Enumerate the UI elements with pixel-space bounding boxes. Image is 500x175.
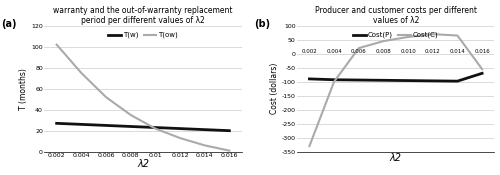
Legend: Cost(P), Cost(C): Cost(P), Cost(C): [350, 29, 441, 41]
Text: 0.006: 0.006: [351, 49, 366, 54]
Text: 0.014: 0.014: [450, 49, 466, 54]
Text: 0.002: 0.002: [302, 49, 318, 54]
Legend: T(w), T(ow): T(w), T(ow): [105, 29, 181, 41]
Text: 0.012: 0.012: [425, 49, 440, 54]
Title: warranty and the out-of-warranty replacement
period per different values of λ2: warranty and the out-of-warranty replace…: [53, 6, 233, 25]
Text: 0.016: 0.016: [474, 49, 490, 54]
X-axis label: λ2: λ2: [390, 153, 402, 163]
Text: (b): (b): [254, 19, 270, 29]
Title: Producer and customer costs per different
values of λ2: Producer and customer costs per differen…: [315, 6, 477, 25]
Text: 0.010: 0.010: [400, 49, 416, 54]
Text: (a): (a): [1, 19, 16, 29]
Text: 0.004: 0.004: [326, 49, 342, 54]
Y-axis label: T (months): T (months): [20, 68, 28, 110]
X-axis label: λ2: λ2: [137, 159, 149, 169]
Y-axis label: Cost (dollars): Cost (dollars): [270, 63, 279, 114]
Text: 0.008: 0.008: [376, 49, 392, 54]
